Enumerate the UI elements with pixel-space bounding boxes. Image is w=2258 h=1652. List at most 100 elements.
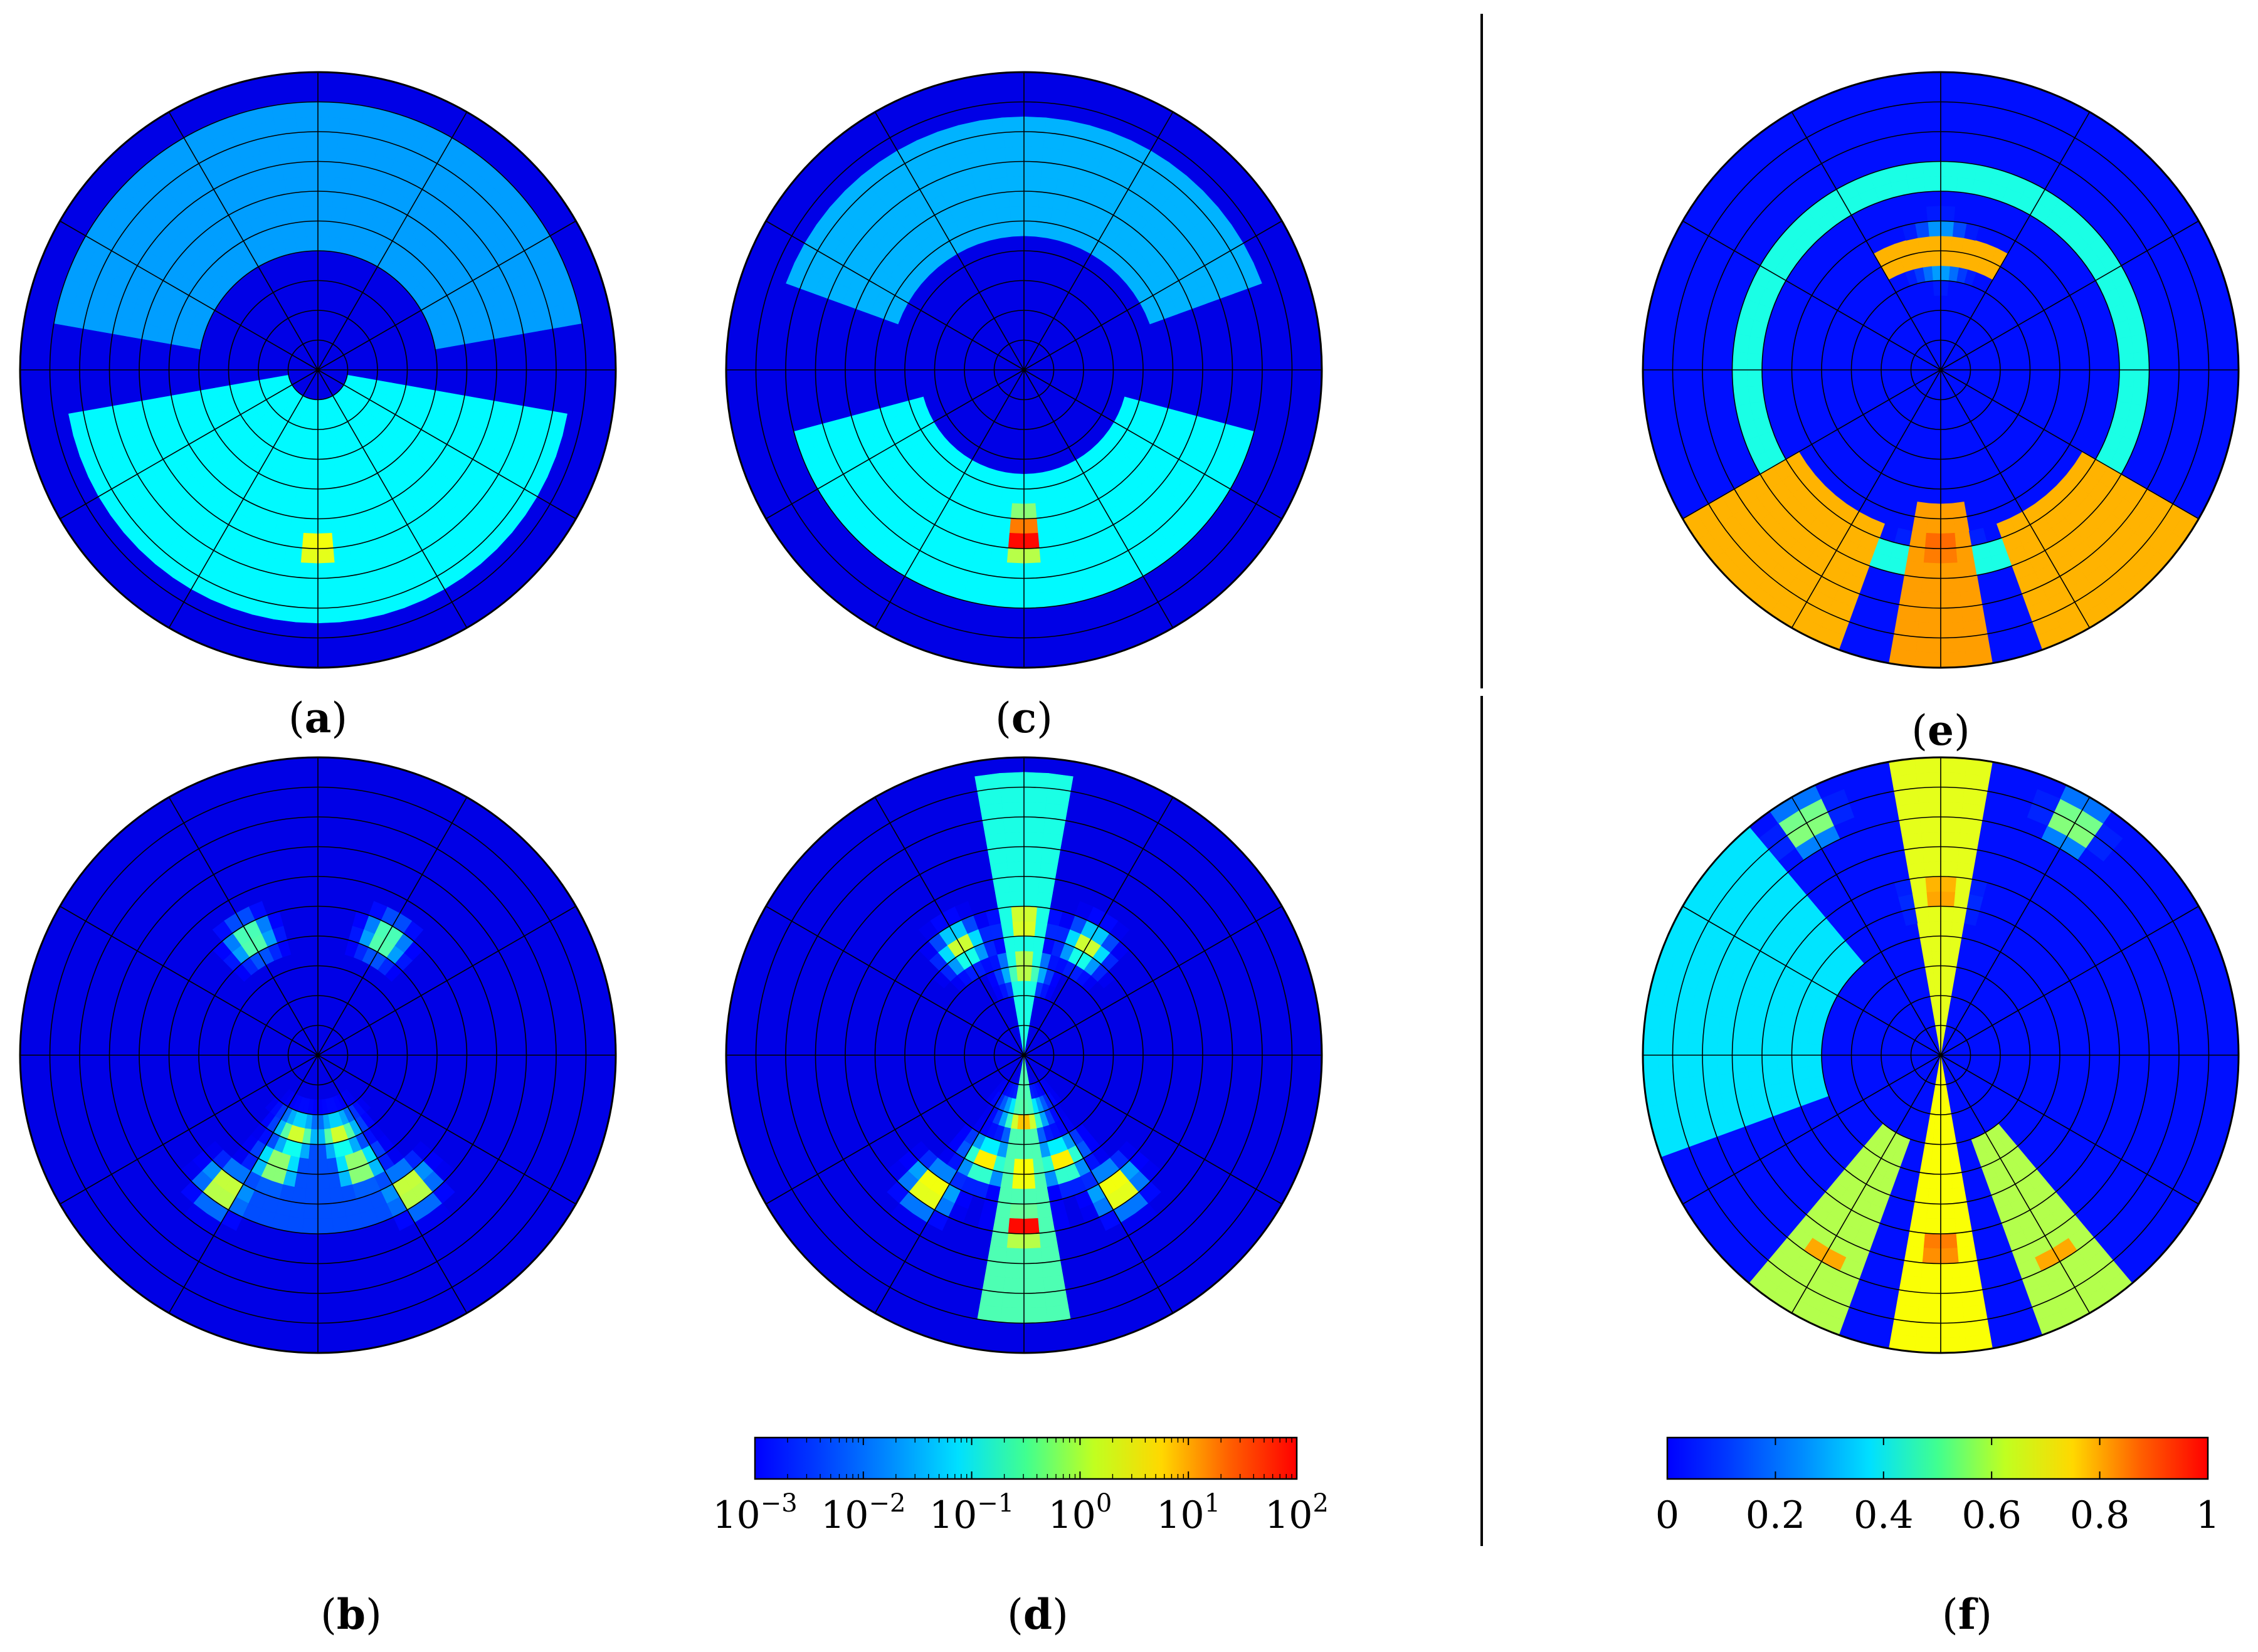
heat-cell <box>1957 1245 1978 1263</box>
heat-cell <box>1010 906 1025 922</box>
heat-cell <box>995 1201 1011 1219</box>
heat-cell <box>333 177 352 194</box>
heat-cell <box>1940 772 1966 789</box>
heat-cell <box>1009 206 1025 222</box>
heat-cell <box>1023 772 1049 789</box>
heat-cell <box>304 503 319 519</box>
grid-spoke <box>1940 369 2199 520</box>
heat-cell <box>302 191 319 208</box>
heat-cell <box>2116 336 2134 355</box>
heat-cell <box>317 235 330 252</box>
heat-cell <box>1023 1173 1036 1190</box>
heat-cell <box>1933 280 1941 297</box>
heat-cell <box>1006 861 1025 878</box>
heat-cell <box>284 177 303 194</box>
heat-cell <box>1004 1262 1025 1279</box>
heat-cell <box>1806 1055 1823 1067</box>
heat-cell <box>1038 191 1055 209</box>
heat-cell <box>317 1203 333 1219</box>
heat-cell <box>1931 950 1941 967</box>
heat-cell <box>304 1188 319 1204</box>
heat-cell <box>1023 891 1039 907</box>
heat-cell <box>1733 1018 1751 1039</box>
grid-spoke <box>1682 220 1941 371</box>
colorbar-tick-label: 0.4 <box>1854 1493 1913 1537</box>
heat-cell <box>1940 861 1958 878</box>
heat-cell <box>987 1245 1008 1263</box>
heat-cell <box>1916 1322 1941 1339</box>
heat-cell <box>1912 1201 1928 1219</box>
heat-cell <box>1934 1114 1941 1130</box>
heat-cell <box>1023 906 1038 922</box>
heat-cell <box>1009 1203 1025 1219</box>
colorbar-gradient <box>1666 1436 2209 1480</box>
heat-cell <box>1702 1055 1719 1076</box>
heat-cell <box>990 177 1009 194</box>
grid-spoke <box>317 797 468 1056</box>
heat-cell <box>1957 847 1978 865</box>
heat-cell <box>1010 1188 1025 1204</box>
grid-spoke <box>1791 1055 1941 1313</box>
heat-cell <box>1940 636 1966 653</box>
heat-cell <box>1940 1337 1967 1354</box>
heat-cell <box>1023 861 1042 878</box>
heat-cell <box>1909 1216 1927 1234</box>
heat-cell <box>295 607 319 624</box>
heat-cell <box>1762 1069 1780 1086</box>
heat-cell <box>1039 545 1058 563</box>
heat-cell <box>1023 950 1033 967</box>
heat-cell <box>1914 502 1929 518</box>
heat-cell <box>317 116 340 133</box>
heat-cell <box>1000 787 1025 804</box>
heat-cell <box>1933 1129 1941 1145</box>
heat-cell <box>1940 1203 1956 1219</box>
heat-cell <box>1931 265 1941 281</box>
heat-cell <box>990 545 1009 563</box>
label-f: (f) <box>1942 1590 1992 1639</box>
heat-cell <box>1940 206 1956 222</box>
heat-cell <box>1957 162 1978 180</box>
heat-cell <box>1924 876 1941 893</box>
heat-cell <box>999 772 1025 789</box>
heat-cell <box>1940 831 1961 848</box>
heat-cell <box>1732 1055 1748 1074</box>
heat-cell <box>1023 801 1047 818</box>
heat-cell <box>1940 250 1951 266</box>
heat-cell <box>1940 1292 1963 1309</box>
heat-cell <box>289 516 305 534</box>
heat-cell <box>1023 1292 1047 1309</box>
heat-cell <box>1914 1337 1941 1354</box>
heat-cell <box>1930 935 1941 952</box>
heat-cell <box>1909 530 1927 549</box>
heat-cell <box>287 530 304 549</box>
heat-cell <box>1940 280 1949 297</box>
heat-cell <box>284 545 303 563</box>
heat-cell <box>1761 1039 1778 1056</box>
grid-spoke <box>1791 369 1941 628</box>
heat-cell <box>1940 176 1958 192</box>
heat-cell <box>1023 518 1039 534</box>
heat-cell <box>1924 1218 1941 1234</box>
heat-cell <box>1023 965 1032 982</box>
heat-cell <box>1929 235 1941 252</box>
heat-cell <box>1023 532 1040 549</box>
heat-cell <box>1919 816 1941 833</box>
heat-cell <box>1687 1055 1704 1078</box>
heat-cell <box>1023 488 1036 505</box>
heat-cell <box>1732 351 1748 371</box>
heat-cell <box>1040 847 1061 865</box>
heat-cell <box>329 221 344 238</box>
heat-cell <box>1023 1307 1048 1323</box>
heat-cell <box>1922 846 1941 863</box>
colorbar-gradient <box>754 1436 1298 1480</box>
heat-cell <box>1940 161 1960 177</box>
heat-cell <box>1940 621 1965 638</box>
grid-spoke <box>1940 1055 2199 1205</box>
label-a: (a) <box>288 693 347 742</box>
heat-cell <box>1918 1292 1941 1309</box>
grid-spoke <box>168 797 319 1056</box>
heat-cell <box>1940 1248 1960 1264</box>
grid-spoke <box>766 369 1025 520</box>
heat-cell <box>1940 965 1949 982</box>
heat-cell <box>1006 176 1025 192</box>
